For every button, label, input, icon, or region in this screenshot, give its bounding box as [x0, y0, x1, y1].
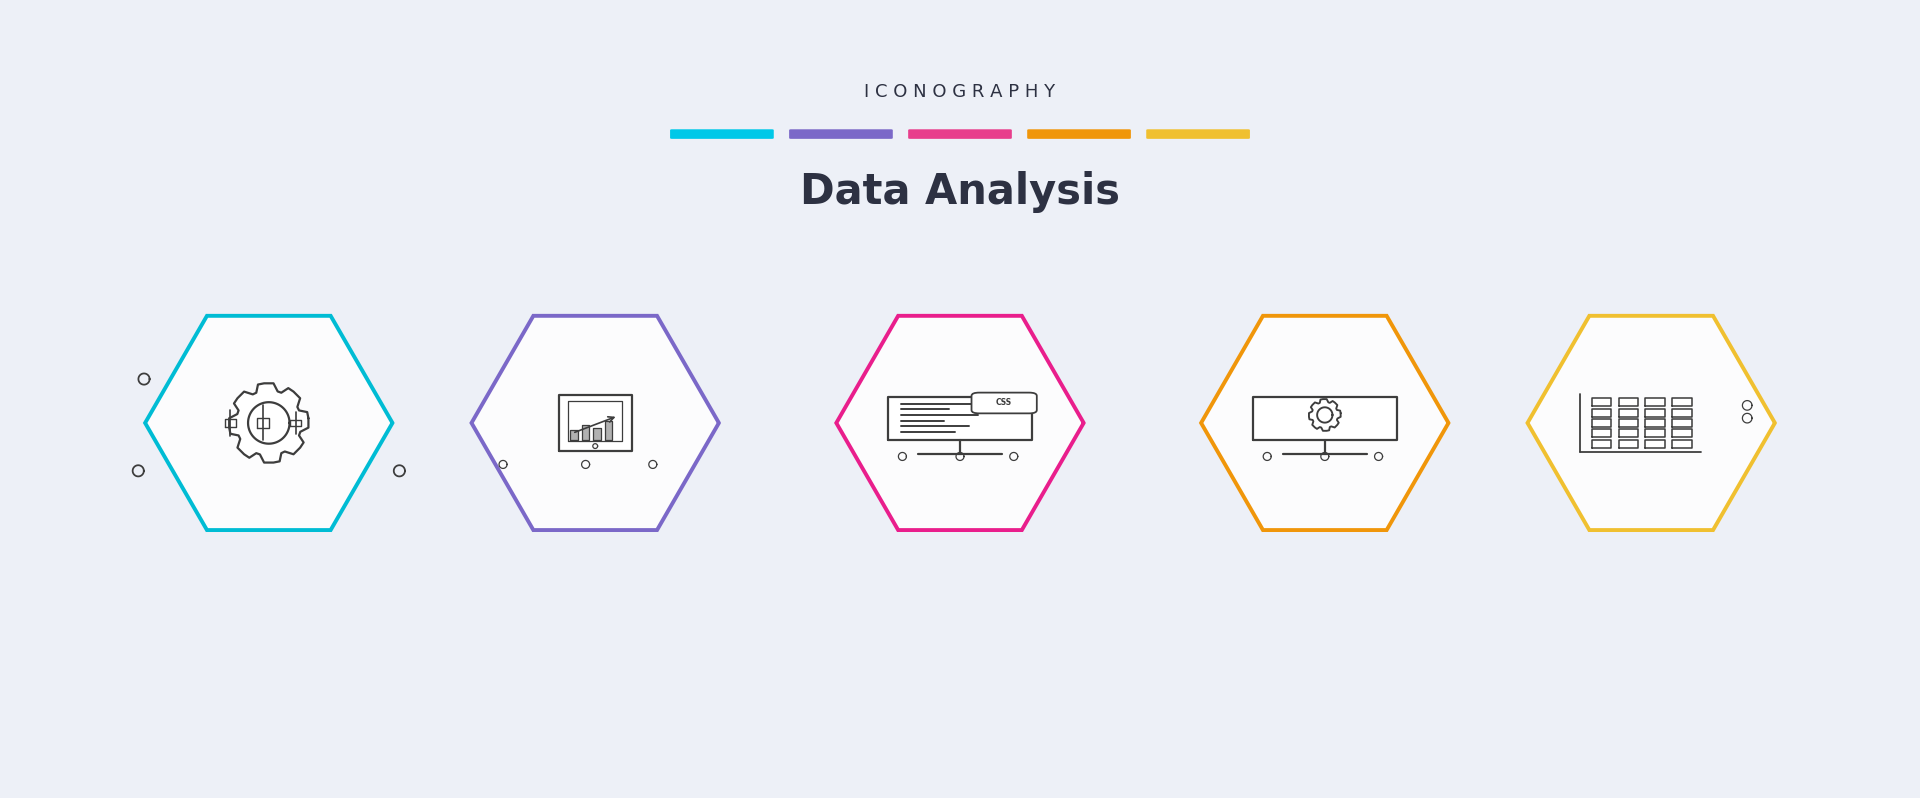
Polygon shape: [582, 425, 589, 440]
Polygon shape: [1672, 398, 1692, 406]
Polygon shape: [1619, 409, 1638, 417]
FancyBboxPatch shape: [789, 129, 893, 139]
FancyBboxPatch shape: [972, 393, 1037, 413]
Polygon shape: [1645, 419, 1665, 427]
Text: Data Analysis: Data Analysis: [801, 171, 1119, 212]
Polygon shape: [290, 420, 301, 426]
Polygon shape: [248, 402, 290, 444]
Polygon shape: [1252, 397, 1396, 440]
Polygon shape: [1645, 398, 1665, 406]
Polygon shape: [1592, 409, 1611, 417]
Polygon shape: [887, 397, 1033, 440]
Polygon shape: [1619, 398, 1638, 406]
FancyBboxPatch shape: [670, 129, 774, 139]
Polygon shape: [593, 428, 601, 440]
Polygon shape: [1672, 440, 1692, 448]
Polygon shape: [837, 316, 1083, 530]
Polygon shape: [1592, 440, 1611, 448]
Polygon shape: [1309, 399, 1340, 431]
Polygon shape: [559, 395, 632, 451]
Polygon shape: [570, 430, 578, 440]
FancyBboxPatch shape: [908, 129, 1012, 139]
Polygon shape: [1619, 440, 1638, 448]
Polygon shape: [605, 421, 612, 440]
Polygon shape: [1619, 429, 1638, 437]
Polygon shape: [1672, 409, 1692, 417]
Polygon shape: [1202, 316, 1448, 530]
Polygon shape: [146, 316, 392, 530]
Polygon shape: [225, 420, 236, 426]
Text: I C O N O G R A P H Y: I C O N O G R A P H Y: [864, 83, 1056, 101]
Polygon shape: [1528, 316, 1774, 530]
Text: CSS: CSS: [996, 398, 1012, 408]
FancyBboxPatch shape: [1027, 129, 1131, 139]
Polygon shape: [1619, 419, 1638, 427]
Polygon shape: [257, 418, 269, 428]
Polygon shape: [1317, 407, 1332, 423]
Polygon shape: [472, 316, 718, 530]
Polygon shape: [1592, 429, 1611, 437]
FancyBboxPatch shape: [1146, 129, 1250, 139]
Polygon shape: [1672, 419, 1692, 427]
Polygon shape: [1645, 429, 1665, 437]
Polygon shape: [1592, 419, 1611, 427]
Polygon shape: [228, 383, 309, 463]
Polygon shape: [1672, 429, 1692, 437]
Polygon shape: [1645, 440, 1665, 448]
Polygon shape: [1592, 398, 1611, 406]
Polygon shape: [1645, 409, 1665, 417]
